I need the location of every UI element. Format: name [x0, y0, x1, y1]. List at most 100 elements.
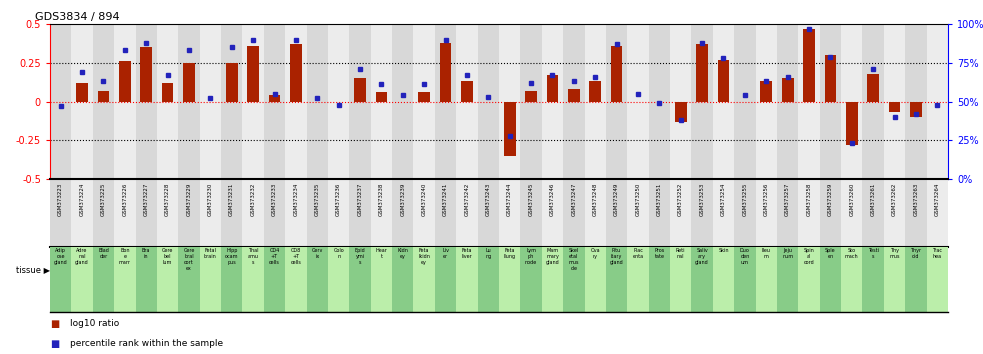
Bar	[290, 44, 302, 102]
Bar	[691, 247, 713, 312]
Bar	[867, 74, 879, 102]
Text: ■: ■	[50, 338, 59, 348]
Text: GSM373228: GSM373228	[165, 182, 170, 216]
Bar	[606, 179, 627, 247]
Text: GSM373248: GSM373248	[593, 182, 598, 216]
Bar	[627, 247, 649, 312]
Text: Lu
ng: Lu ng	[486, 248, 492, 259]
Bar	[606, 247, 627, 312]
Text: GSM373234: GSM373234	[293, 182, 299, 216]
Text: GSM373247: GSM373247	[571, 182, 576, 216]
Bar	[820, 247, 841, 312]
Bar	[221, 247, 243, 312]
Bar	[542, 24, 563, 179]
Text: Blad
der: Blad der	[98, 248, 109, 259]
Bar	[392, 24, 414, 179]
Bar	[547, 75, 558, 102]
Text: GSM373264: GSM373264	[935, 182, 940, 216]
Bar	[178, 247, 200, 312]
Text: GSM373231: GSM373231	[229, 182, 234, 216]
Text: Duo
den
um: Duo den um	[740, 248, 750, 265]
Bar	[590, 81, 601, 102]
Text: GSM373240: GSM373240	[422, 182, 427, 216]
Text: Skel
etal
mus
cle: Skel etal mus cle	[568, 248, 579, 271]
Bar	[841, 24, 862, 179]
Bar	[478, 179, 499, 247]
Bar	[761, 81, 772, 102]
Bar	[825, 55, 837, 102]
Bar	[734, 24, 756, 179]
Text: GSM373236: GSM373236	[336, 182, 341, 216]
Bar	[504, 102, 515, 156]
Bar	[670, 24, 691, 179]
Bar	[456, 24, 478, 179]
Text: Adip
ose
gland: Adip ose gland	[54, 248, 68, 265]
Bar	[456, 247, 478, 312]
Bar	[307, 247, 328, 312]
Bar	[910, 102, 922, 117]
Bar	[307, 179, 328, 247]
Bar	[307, 24, 328, 179]
Text: Fetal
brain: Fetal brain	[204, 248, 216, 259]
Bar	[268, 95, 280, 102]
Bar	[114, 179, 136, 247]
Text: GSM373241: GSM373241	[443, 182, 448, 216]
Text: GSM373232: GSM373232	[251, 182, 256, 216]
Text: Hipp
ocam
pus: Hipp ocam pus	[225, 248, 239, 265]
Text: Kidn
ey: Kidn ey	[397, 248, 408, 259]
Bar	[585, 24, 606, 179]
Bar	[927, 24, 948, 179]
Bar	[696, 44, 708, 102]
Text: tissue ▶: tissue ▶	[16, 265, 50, 274]
Bar	[243, 24, 263, 179]
Bar	[670, 179, 691, 247]
Bar	[718, 60, 729, 102]
Bar	[649, 179, 670, 247]
Bar	[349, 24, 371, 179]
Bar	[542, 247, 563, 312]
Text: Lym
ph
node: Lym ph node	[525, 248, 537, 265]
Bar	[820, 24, 841, 179]
Bar	[263, 179, 285, 247]
Text: GSM373255: GSM373255	[742, 182, 747, 216]
Bar	[136, 247, 157, 312]
Text: GSM373227: GSM373227	[144, 182, 148, 216]
Text: Bra
in: Bra in	[142, 248, 150, 259]
Bar	[649, 247, 670, 312]
Text: GSM373249: GSM373249	[614, 182, 619, 216]
Text: GSM373238: GSM373238	[378, 182, 384, 216]
Bar	[72, 179, 92, 247]
Bar	[414, 247, 434, 312]
Bar	[349, 247, 371, 312]
Bar	[862, 179, 884, 247]
Text: Cere
bral
cort
ex: Cere bral cort ex	[183, 248, 195, 271]
Bar	[756, 247, 777, 312]
Bar	[162, 83, 173, 102]
Bar	[371, 24, 392, 179]
Bar	[72, 24, 92, 179]
Bar	[670, 247, 691, 312]
Bar	[713, 247, 734, 312]
Bar	[691, 24, 713, 179]
Bar	[905, 179, 927, 247]
Bar	[434, 247, 456, 312]
Bar	[691, 179, 713, 247]
Text: Feta
llung: Feta llung	[503, 248, 516, 259]
Bar	[434, 24, 456, 179]
Bar	[392, 247, 414, 312]
Text: GSM373226: GSM373226	[122, 182, 128, 216]
Bar	[114, 24, 136, 179]
Text: Reti
nal: Reti nal	[676, 248, 685, 259]
Text: ■: ■	[50, 319, 59, 329]
Text: Mam
mary
gland: Mam mary gland	[546, 248, 559, 265]
Bar	[72, 247, 92, 312]
Bar	[884, 179, 905, 247]
Text: GSM373261: GSM373261	[871, 182, 876, 216]
Bar	[862, 247, 884, 312]
Bar	[328, 24, 349, 179]
Bar	[884, 24, 905, 179]
Bar	[734, 179, 756, 247]
Bar	[478, 24, 499, 179]
Bar	[675, 102, 686, 122]
Text: GSM373242: GSM373242	[464, 182, 470, 216]
